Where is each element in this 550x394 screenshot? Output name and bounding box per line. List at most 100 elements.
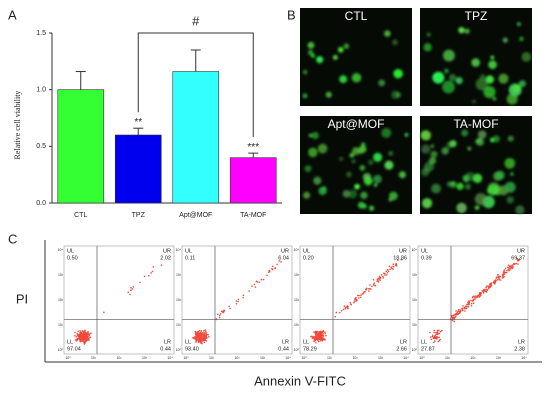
event	[433, 331, 435, 334]
event	[507, 264, 510, 267]
x-tick-label: 10¹	[327, 356, 333, 360]
quadrant-percent: 2.38	[514, 346, 525, 352]
quadrant-percent: 93.40	[185, 346, 199, 352]
quadrant-name: UL	[421, 248, 428, 254]
event	[88, 334, 91, 337]
event	[387, 270, 390, 273]
x-tick-label: 10⁴	[167, 356, 173, 360]
event	[82, 330, 84, 332]
cell	[475, 77, 489, 91]
panel-label: A	[8, 7, 17, 22]
event	[82, 333, 84, 336]
event	[355, 300, 357, 302]
event	[194, 333, 197, 335]
cell	[339, 75, 348, 84]
event	[316, 332, 319, 335]
event	[461, 309, 464, 312]
event	[470, 304, 473, 307]
event	[516, 257, 518, 260]
event	[251, 285, 253, 287]
event	[204, 330, 207, 333]
event	[228, 305, 230, 308]
cell	[464, 28, 470, 34]
quadrant-percent: 0.44	[160, 346, 171, 352]
cell	[455, 76, 463, 85]
event	[455, 312, 458, 315]
cell	[502, 37, 508, 43]
cell	[521, 52, 532, 62]
event	[324, 331, 326, 334]
event	[83, 334, 86, 337]
cell	[430, 144, 435, 148]
event	[482, 289, 485, 291]
event	[262, 278, 265, 281]
y-tick-label: 10¹	[294, 323, 300, 327]
event	[322, 335, 325, 337]
cell	[477, 138, 481, 142]
y-tick-label: 10¹	[58, 323, 64, 327]
event	[513, 262, 515, 265]
event	[315, 342, 317, 344]
panel-label: B	[287, 7, 296, 22]
event	[486, 288, 488, 291]
cell	[346, 171, 352, 178]
cell	[477, 130, 487, 139]
bar	[57, 89, 105, 204]
event	[390, 266, 393, 269]
cell	[338, 156, 344, 162]
event	[502, 271, 505, 274]
x-tick-label: 10²	[470, 356, 476, 360]
x-tick-label: 10³	[260, 356, 266, 360]
event	[321, 339, 324, 342]
event	[497, 276, 500, 278]
event	[436, 333, 439, 336]
cell	[426, 32, 431, 37]
event	[271, 265, 274, 268]
event	[512, 265, 514, 268]
event	[436, 331, 439, 334]
quadrant-percent: 0.39	[421, 255, 432, 261]
quadrant-percent: 18.86	[393, 255, 407, 261]
event	[160, 264, 163, 266]
bar	[114, 134, 162, 204]
event	[79, 330, 81, 332]
event	[509, 267, 511, 270]
event	[471, 300, 474, 302]
event	[220, 310, 223, 313]
y-tick-label: 0.5	[36, 143, 46, 150]
event	[129, 293, 131, 296]
event	[472, 302, 475, 304]
x-tick-label: TPZ	[132, 212, 146, 219]
cell	[474, 193, 487, 206]
event	[80, 337, 83, 340]
event	[455, 310, 457, 312]
event	[371, 285, 373, 288]
event	[362, 293, 364, 295]
event	[320, 335, 323, 337]
x-tick-label: CTL	[74, 212, 87, 219]
event	[276, 263, 278, 266]
event	[198, 335, 201, 338]
event	[504, 271, 506, 274]
event	[476, 296, 478, 298]
event	[358, 297, 360, 299]
event	[318, 335, 320, 337]
events	[74, 264, 163, 345]
event	[314, 334, 317, 336]
event	[386, 271, 389, 274]
cell	[362, 172, 372, 182]
cell	[317, 143, 328, 154]
y-tick-label: 10²	[58, 298, 64, 302]
image-label: Apt@MOF	[328, 117, 385, 131]
event	[358, 294, 360, 297]
event	[453, 317, 456, 319]
quadrant-percent: 78.29	[303, 346, 317, 352]
event	[360, 294, 362, 297]
cell	[450, 181, 456, 187]
event	[434, 334, 437, 337]
cell	[384, 30, 391, 37]
event	[439, 330, 442, 333]
quadrant-name: UL	[185, 248, 192, 254]
event	[382, 275, 384, 278]
quadrant-name: LL	[185, 339, 191, 345]
